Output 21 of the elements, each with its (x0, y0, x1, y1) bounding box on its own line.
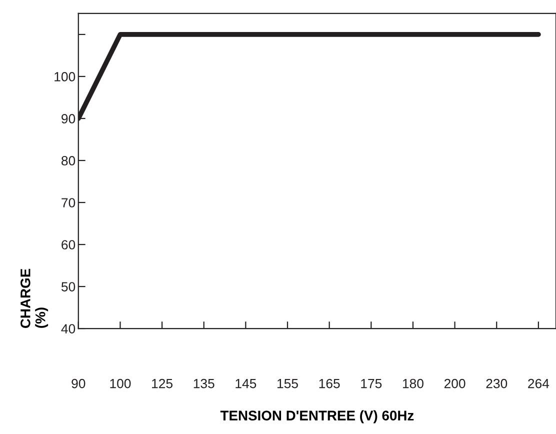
y-tick-label: 40 (61, 324, 76, 334)
x-tick-label: 100 (110, 378, 131, 388)
x-tick-label: 90 (72, 378, 86, 388)
x-tick-label: 145 (236, 379, 256, 388)
y-tick-label: 80 (62, 156, 76, 166)
x-tick-label: 264 (528, 378, 550, 388)
x-tick-label: 165 (319, 378, 340, 388)
y-tick-label: 60 (62, 240, 76, 250)
x-tick-label: 175 (361, 379, 382, 388)
y-tick-label: 90 (62, 114, 76, 124)
x-tick-label: 155 (278, 379, 298, 388)
y-tick-label: 100 (54, 72, 76, 82)
y-axis-title: CHARGE (%) (20, 268, 48, 328)
y-tick-label: 50 (61, 282, 76, 292)
x-tick-label: 135 (194, 378, 214, 388)
x-tick-label: 200 (444, 378, 466, 388)
x-axis-title: TENSION D'ENTREE (V) 60Hz (220, 410, 414, 424)
x-tick-label: 180 (402, 378, 424, 388)
y-tick-label: 70 (62, 198, 76, 208)
x-tick-label: 125 (152, 378, 172, 388)
x-tick-label: 230 (486, 378, 508, 388)
